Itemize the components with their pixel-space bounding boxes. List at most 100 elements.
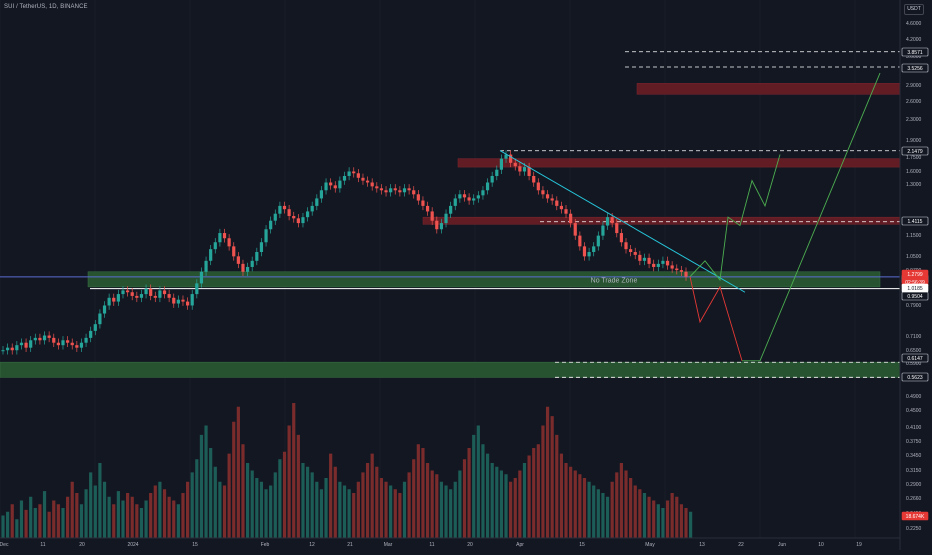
candle-body: [29, 340, 33, 348]
volume-bar: [324, 478, 328, 538]
price-tick-label: 0.3750: [906, 439, 922, 445]
volume-bar: [195, 459, 199, 538]
currency-button[interactable]: USDT: [904, 4, 924, 15]
candle-body: [305, 211, 310, 218]
volume-layer: [1, 403, 693, 538]
volume-bar: [278, 459, 282, 538]
volume-bar: [536, 444, 540, 538]
volume-bar: [112, 504, 116, 538]
volume-bar: [449, 489, 453, 538]
volume-bar: [181, 493, 185, 538]
trendline: [499, 150, 746, 293]
candle-body: [633, 252, 637, 255]
volume-bar: [6, 511, 10, 538]
candle-body: [527, 167, 531, 176]
price-tick-label: 0.6500: [906, 348, 922, 354]
time-tick-label: 20: [467, 542, 473, 548]
volume-bar: [315, 481, 319, 538]
candle-body: [485, 182, 490, 191]
candle-body: [10, 347, 14, 351]
volume-bar: [472, 434, 476, 538]
candle-body: [292, 216, 296, 219]
candle-body: [176, 299, 180, 304]
volume-bar: [569, 466, 573, 538]
volume-bar: [273, 472, 277, 538]
candle-body: [670, 265, 674, 269]
candle-body: [481, 190, 485, 196]
price-tick-label: 1.3000: [906, 182, 922, 188]
candle-body: [684, 271, 688, 277]
candle-body: [342, 175, 347, 181]
price-badge-label: 02:56:39: [905, 280, 925, 286]
candle-body: [356, 173, 360, 178]
candle-body: [185, 301, 190, 306]
price-tick-label: 2.6000: [906, 99, 922, 105]
time-tick-label: 19: [856, 542, 862, 548]
candle-body: [33, 337, 37, 341]
volume-bar: [389, 485, 393, 538]
volume-bar: [121, 500, 125, 538]
candle-body: [75, 345, 79, 348]
price-tick-label: 0.7100: [906, 334, 922, 340]
candle-body: [679, 270, 683, 272]
price-tick-label: 0.2900: [906, 482, 922, 488]
candles-layer: [1, 150, 688, 355]
price-badge: [901, 511, 929, 521]
candle-body: [532, 175, 536, 183]
volume-bar: [259, 481, 264, 538]
candle-body: [587, 252, 591, 257]
time-tick-label: 11: [429, 542, 434, 548]
candle-body: [402, 188, 407, 193]
candle-body: [652, 263, 656, 267]
price-badge: [901, 283, 929, 293]
candle-body: [102, 305, 107, 314]
volume-bar: [116, 491, 120, 538]
price-badge-label: 0.9504: [907, 294, 923, 300]
candle-body: [412, 190, 416, 195]
candle-body: [435, 220, 439, 230]
volume-bar: [61, 508, 65, 538]
candle-body: [675, 268, 679, 271]
volume-bar: [287, 425, 291, 538]
volume-bar: [98, 463, 102, 538]
volume-bar: [481, 444, 485, 538]
volume-bar: [665, 500, 670, 538]
price-tick-label: 2.9000: [906, 83, 922, 89]
time-tick-label: 2024: [127, 542, 138, 548]
volume-bar: [615, 472, 619, 538]
volume-bar: [130, 496, 134, 538]
demand-zone: [0, 361, 901, 378]
volume-bar: [402, 481, 407, 538]
volume-bar: [56, 504, 60, 538]
volume-bar: [629, 478, 633, 538]
volume-bar: [425, 463, 430, 538]
candle-body: [407, 188, 411, 191]
volume-bar: [356, 481, 360, 538]
volume-bar: [245, 463, 250, 538]
volume-bar: [250, 470, 254, 538]
candle-body: [578, 235, 582, 247]
price-tick-label: 1.1500: [906, 233, 922, 239]
candle-body: [592, 246, 596, 253]
volume-bar: [352, 493, 356, 538]
volume-bar: [513, 478, 517, 538]
volume-bar: [190, 472, 194, 538]
volume-bar: [564, 463, 568, 538]
volume-bar: [485, 453, 490, 538]
volume-bar: [135, 504, 139, 538]
volume-bar: [329, 453, 333, 538]
candle-body: [661, 260, 665, 264]
volume-bar: [462, 459, 467, 538]
time-tick-label: 12: [309, 542, 315, 548]
volume-bar: [338, 481, 342, 538]
volume-bar: [689, 511, 693, 538]
volume-bar: [495, 466, 499, 538]
volume-bar: [29, 496, 33, 538]
volume-bar: [93, 485, 97, 538]
volume-bar: [522, 463, 527, 538]
candle-body: [278, 205, 282, 214]
candle-body: [536, 182, 540, 191]
price-tick-label: 0.3450: [906, 453, 922, 459]
